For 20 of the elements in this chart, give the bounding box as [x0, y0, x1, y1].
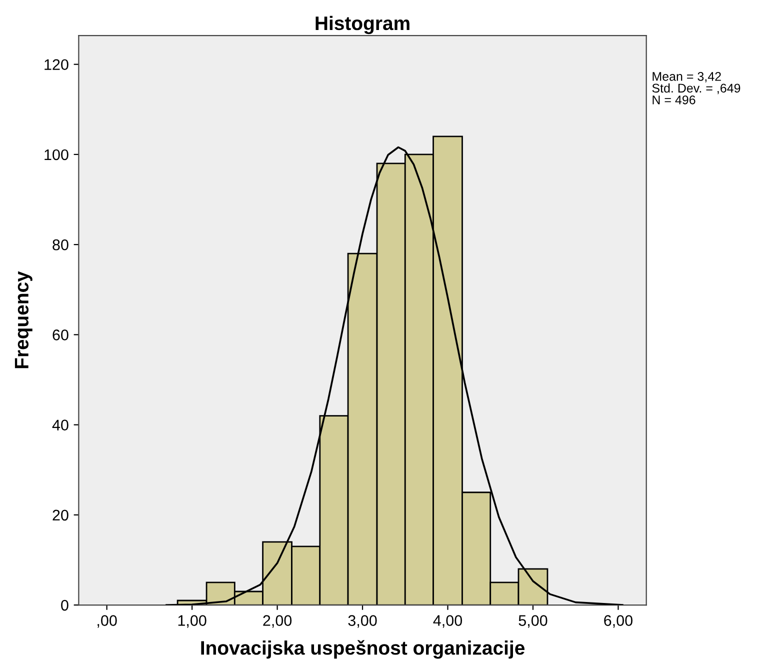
y-tick-label: 80: [52, 239, 68, 250]
x-tick-label: ,00: [98, 615, 117, 628]
y-tick-label: 100: [44, 149, 68, 160]
text: Mean = 3,42: [652, 72, 721, 82]
x-tick-label: 5,00: [518, 615, 548, 628]
text: N = 496: [652, 95, 696, 104]
text: Std. Dev. = ,649: [652, 83, 740, 94]
y-tick-label: 0: [61, 600, 68, 611]
x-tick-label: 1,00: [178, 615, 206, 628]
x-tick-label: 4,00: [433, 615, 462, 628]
y-axis-title: Frequency: [14, 271, 32, 368]
y-tick-label: 40: [52, 420, 68, 430]
x-tick-label: 6,00: [604, 615, 632, 628]
x-tick-label: 3,00: [348, 615, 377, 628]
y-tick-label: 120: [44, 59, 68, 70]
chart-title: Histogram: [316, 16, 410, 34]
y-tick-label: 60: [52, 330, 68, 340]
y-tick-label: 20: [52, 510, 68, 521]
x-axis-title: Inovacijska uspešnost organizacije: [201, 640, 525, 659]
x-tick-label: 2,00: [263, 615, 292, 628]
